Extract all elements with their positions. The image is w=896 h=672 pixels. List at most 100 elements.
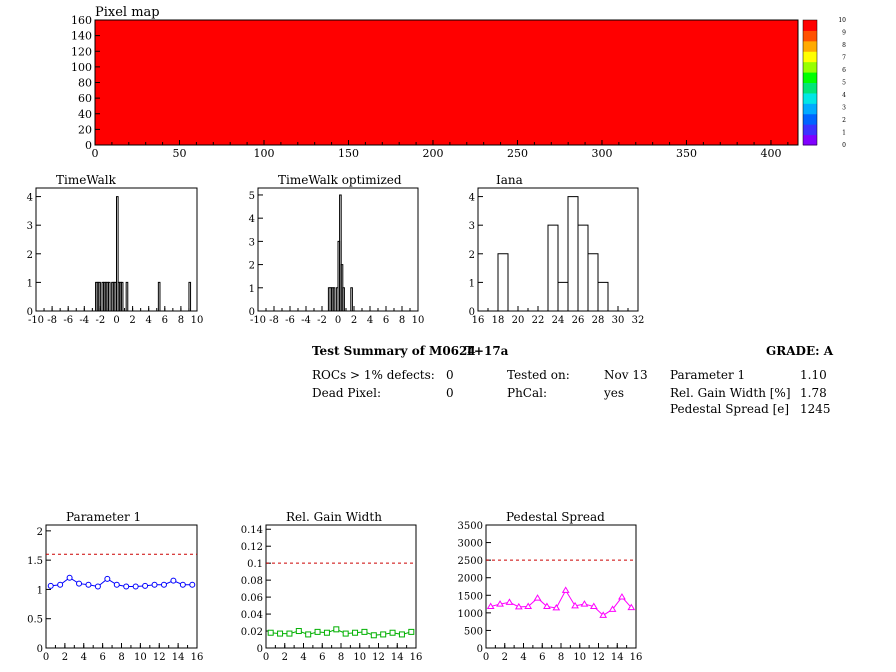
ped-point	[627, 603, 636, 611]
pixelmap-ytick-label: 60	[78, 92, 92, 105]
ped-point	[486, 602, 495, 610]
param1-xtick-label: 4	[81, 652, 87, 663]
timewalk_opt-xtick-label: 8	[399, 315, 405, 326]
timewalk-ytick-label: 0	[27, 307, 33, 318]
gain-frame	[265, 524, 417, 649]
pixelmap-xtick-label: 300	[591, 147, 612, 160]
pixelmap-title: Pixel map	[95, 5, 160, 20]
palette-band	[803, 72, 817, 83]
gain-title: Rel. Gain Width	[286, 510, 382, 524]
timewalk_opt-ytick-label: 2	[249, 261, 255, 272]
palette-band	[803, 20, 817, 31]
palette-band	[803, 82, 817, 94]
timewalk_opt-ytick-label: 0	[249, 307, 255, 318]
ped-ytick-label: 0	[477, 644, 483, 655]
param1-xtick-label: 14	[172, 652, 185, 663]
ped-title: Pedestal Spread	[506, 510, 605, 524]
ped-point	[608, 605, 617, 612]
timewalk-xtick-label: 0	[113, 315, 119, 326]
tested-on-value: Nov 13	[604, 368, 648, 382]
gain-ytick-label: 0.02	[241, 627, 263, 638]
iana-ytick-label: 2	[469, 250, 475, 261]
ped-ytick-label: 500	[464, 626, 483, 637]
grade-label: GRADE: A	[766, 344, 834, 358]
palette-label: 4	[842, 92, 846, 99]
palette-label: 1	[842, 130, 846, 137]
gain-xtick-label: 14	[391, 652, 404, 663]
ped-ytick-label: 3500	[458, 521, 483, 532]
timewalk_opt-xtick-label: 2	[351, 315, 357, 326]
timewalk_opt-bar	[342, 287, 345, 311]
timewalk_opt-xtick-label: -2	[317, 315, 327, 326]
gain-xtick-label: 16	[410, 652, 423, 663]
gain-point	[314, 628, 321, 635]
gain-point	[295, 628, 302, 635]
pixelmap-ytick-label: 100	[71, 61, 92, 74]
timewalk_opt-bar	[350, 287, 353, 311]
iana-xtick-label: 24	[552, 315, 565, 326]
iana-xtick-label: 22	[532, 315, 545, 326]
iana-xtick-label: 18	[492, 315, 505, 326]
ped-point	[496, 600, 504, 607]
pixelmap-ytick-label: 40	[78, 108, 92, 121]
ped-point	[514, 602, 523, 610]
gain-point	[352, 629, 359, 636]
timewalk-xtick-label: 8	[178, 315, 184, 326]
gain-ytick-label: 0.1	[247, 559, 263, 570]
timewalk-xtick-label: 2	[129, 315, 135, 326]
timewalk_opt-xtick-label: -4	[301, 315, 311, 326]
ped-xtick-label: 16	[630, 652, 643, 663]
pixelmap-xtick-label: 0	[92, 147, 99, 160]
param1-ytick-label: 2	[37, 527, 43, 538]
iana-ytick-label: 4	[469, 193, 475, 204]
timewalk_opt-ytick-label: 5	[249, 191, 255, 202]
iana-xtick-label: 26	[572, 315, 585, 326]
param1-xtick-label: 16	[191, 652, 204, 663]
param1-point	[94, 583, 101, 590]
timewalk-bar	[157, 281, 161, 311]
iana-ytick-label: 1	[469, 278, 475, 289]
gain-point	[380, 631, 387, 638]
iana-ytick-label: 3	[469, 221, 475, 232]
param1-xtick-label: 0	[43, 652, 49, 663]
iana-bar	[577, 224, 589, 311]
gain-xtick-label: 12	[372, 652, 385, 663]
gain-ytick-label: 0	[257, 644, 263, 655]
param1-label: Parameter 1	[670, 368, 746, 382]
iana-title: Iana	[496, 173, 523, 187]
palette-label: 7	[842, 55, 846, 62]
iana-xtick-label: 32	[632, 315, 645, 326]
palette-band	[803, 61, 817, 73]
param1-series-line	[50, 577, 193, 588]
param1-point	[142, 582, 149, 589]
pixelmap-ytick-label: 20	[78, 123, 92, 136]
timewalk_opt-xtick-label: 6	[383, 315, 389, 326]
palette-band	[803, 124, 817, 136]
timewalk_opt-xtick-label: 0	[335, 315, 341, 326]
gain-ytick-label: 0.04	[241, 610, 263, 621]
palette-label: 0	[842, 142, 846, 149]
ped-point	[580, 600, 589, 607]
ped-point	[552, 603, 561, 611]
pixelmap-xtick-label: 250	[507, 147, 528, 160]
gain-ytick-label: 0.12	[241, 542, 263, 553]
timewalk_opt-bar	[332, 287, 336, 311]
timewalk-xtick-label: -2	[96, 315, 106, 326]
ped-xtick-label: 14	[611, 652, 624, 663]
ped-point	[533, 594, 542, 601]
pedestal-spread-value: 1245	[800, 402, 831, 416]
gain-point	[333, 626, 340, 633]
param1-title: Parameter 1	[66, 510, 141, 524]
gain-xtick-label: 2	[282, 652, 288, 663]
param1-xtick-label: 12	[153, 652, 166, 663]
timewalk-xtick-label: 10	[191, 315, 204, 326]
gain-series-line	[270, 628, 412, 636]
ped-point	[561, 586, 570, 593]
timewalk-ytick-label: 3	[27, 221, 33, 232]
timewalk_opt-xtick-label: -8	[269, 315, 279, 326]
iana-xtick-label: 20	[512, 315, 525, 326]
iana-bar	[587, 253, 599, 311]
ped-xtick-label: 8	[558, 652, 564, 663]
ped-ytick-label: 1000	[458, 609, 483, 620]
